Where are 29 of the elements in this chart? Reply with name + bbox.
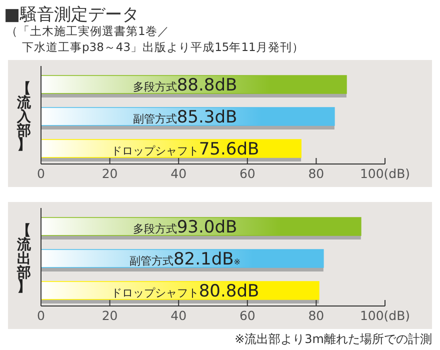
x-tick-label: 20 xyxy=(102,166,118,181)
data-label: 88.8dB xyxy=(176,76,238,96)
y-tick-label: 副管方式 xyxy=(132,112,177,126)
x-tick-label: 80 xyxy=(308,166,324,181)
y-tick-label: 副管方式 xyxy=(129,254,174,268)
x-tick-label: 60 xyxy=(239,166,256,181)
data-label: 80.8dB xyxy=(198,282,260,302)
text: ※流出部より3m離れた場所での計測 xyxy=(234,332,432,346)
y-tick-label: ドロップシャフト xyxy=(110,144,199,158)
x-tick-label: 40 xyxy=(170,308,187,323)
x-tick-label: 0 xyxy=(37,308,46,323)
x-tick-label: 80 xyxy=(308,308,324,323)
y-axis-title: 【流出部】 xyxy=(16,223,32,295)
y-tick-label: 多段方式 xyxy=(132,80,177,94)
y-tick-label: 多段方式 xyxy=(132,222,177,236)
x-tick-label: 40 xyxy=(170,166,187,181)
y-axis-title: 【流入部】 xyxy=(16,81,32,153)
chart-subtitle: （「土木施工実例選書第1巻／下水道工事p38～43」出版より平成15年11月発刊） xyxy=(6,24,304,54)
y-tick-label: ドロップシャフト xyxy=(110,286,199,300)
x-tick-label: 100(dB) xyxy=(360,166,410,181)
data-label: 85.3dB xyxy=(176,108,238,128)
x-tick-label: 60 xyxy=(239,308,256,323)
data-label: 93.0dB xyxy=(176,218,238,238)
chart-title: ■騒音測定データ xyxy=(4,5,140,25)
x-tick-label: 20 xyxy=(102,308,118,323)
x-tick-label: 0 xyxy=(37,166,46,181)
data-label: 75.6dB xyxy=(198,140,260,160)
data-label: 82.1dB※ xyxy=(173,250,241,270)
x-tick-label: 100(dB) xyxy=(360,308,410,323)
